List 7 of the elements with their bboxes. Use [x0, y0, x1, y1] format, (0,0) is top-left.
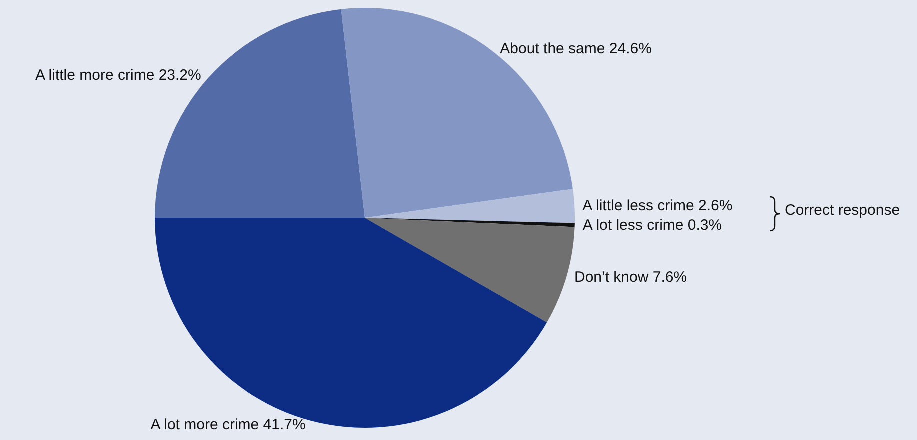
- slice-label: A little less crime 2.6%: [582, 197, 733, 214]
- slice-label: About the same 24.6%: [500, 40, 652, 58]
- slice-label: A lot less crime 0.3%: [582, 216, 722, 234]
- slice-label: A lot more crime 41.7%: [150, 416, 306, 434]
- text: Correct response: [785, 202, 900, 219]
- slice-label: A little more crime 23.2%: [35, 66, 202, 84]
- slice-label: Don’t know 7.6%: [574, 269, 688, 286]
